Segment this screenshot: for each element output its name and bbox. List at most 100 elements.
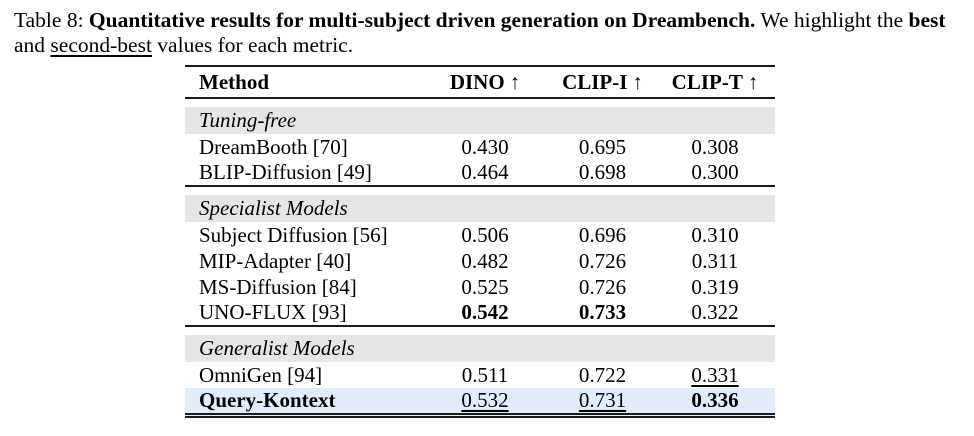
spacer-row [185,98,775,107]
caption-second-word: second-best [50,32,152,57]
spacer-row [185,326,775,335]
clip-i-cell: 0.733 [550,300,655,327]
section-header-tuning-free: Tuning-free [185,107,775,134]
table-row: MIP-Adapter [40] 0.482 0.726 0.311 [185,248,775,274]
up-arrow-icon: ↑ [509,69,521,94]
header-row: Method DINO ↑ CLIP-I ↑ CLIP-T ↑ [185,66,775,99]
table-caption: Table 8: Quantitative results for multi-… [14,8,962,57]
metric-value: 0.542 [461,300,509,324]
caption-end-text: values for each metric. [157,32,354,57]
dino-cell: 0.525 [420,274,550,300]
metric-value: 0.300 [691,160,739,184]
method-name: Subject Diffusion [56] [199,222,388,247]
method-name: MIP-Adapter [40] [199,248,352,273]
dino-cell: 0.482 [420,248,550,274]
clip-i-cell: 0.695 [550,134,655,160]
method-name: MS-Diffusion [84] [199,274,357,299]
method-name: OmniGen [94] [199,362,323,387]
metric-value: 0.464 [461,160,509,184]
metric-value: 0.308 [691,134,739,159]
clip-t-cell: 0.336 [655,388,775,418]
method-name: DreamBooth [70] [199,134,348,159]
table-row: OmniGen [94] 0.511 0.722 0.331 [185,362,775,388]
column-header-clip-t: CLIP-T ↑ [655,66,775,99]
table-header: Method DINO ↑ CLIP-I ↑ CLIP-T ↑ [185,66,775,99]
metric-value: 0.310 [691,222,739,247]
table-row: BLIP-Diffusion [49] 0.464 0.698 0.300 [185,160,775,187]
metric-value: 0.482 [461,248,509,273]
caption-title: Quantitative results for multi-subject d… [88,8,756,32]
table-row: UNO-FLUX [93] 0.542 0.733 0.322 [185,300,775,327]
method-cell: OmniGen [94] [185,362,420,388]
column-label: Method [199,69,269,94]
results-table: Method DINO ↑ CLIP-I ↑ CLIP-T ↑ Tuning-free… [185,65,775,418]
metric-value: 0.506 [461,222,509,247]
clip-i-cell: 0.696 [550,222,655,248]
method-name: BLIP-Diffusion [49] [199,160,372,184]
clip-t-cell: 0.331 [655,362,775,388]
method-cell: Subject Diffusion [56] [185,222,420,248]
clip-t-cell: 0.310 [655,222,775,248]
up-arrow-icon: ↑ [747,69,759,94]
dino-cell: 0.464 [420,160,550,187]
dino-cell: 0.542 [420,300,550,327]
method-cell: DreamBooth [70] [185,134,420,160]
section-title: Tuning-free [199,108,297,132]
metric-value: 0.733 [578,300,627,324]
method-cell: BLIP-Diffusion [49] [185,160,420,187]
metric-value: 0.698 [578,160,627,184]
caption-label: Table 8: [14,8,84,32]
column-label: CLIP-I [562,69,628,94]
clip-i-cell: 0.722 [550,362,655,388]
method-cell: UNO-FLUX [93] [185,300,420,327]
metric-value: 0.311 [691,248,739,273]
section-header-specialist-models: Specialist Models [185,195,775,222]
metric-value: 0.525 [461,274,509,299]
clip-i-cell: 0.726 [550,248,655,274]
metric-value: 0.430 [461,134,509,159]
clip-i-cell: 0.698 [550,160,655,187]
column-header-clip-i: CLIP-I ↑ [550,66,655,99]
method-cell: Query-Kontext [185,388,420,418]
metric-value: 0.331 [691,362,739,387]
metric-value: 0.511 [461,362,509,387]
section-header-generalist-models: Generalist Models [185,335,775,362]
dino-cell: 0.430 [420,134,550,160]
caption-best-word: best [908,8,946,32]
metric-value: 0.322 [691,300,739,324]
up-arrow-icon: ↑ [632,69,643,94]
metric-value: 0.695 [578,134,627,159]
method-cell: MIP-Adapter [40] [185,248,420,274]
dino-cell: 0.506 [420,222,550,248]
clip-t-cell: 0.322 [655,300,775,327]
metric-value: 0.722 [578,362,627,387]
table-row: DreamBooth [70] 0.430 0.695 0.308 [185,134,775,160]
results-table-container: Method DINO ↑ CLIP-I ↑ CLIP-T ↑ Tuning-free… [185,65,775,418]
method-name: UNO-FLUX [93] [199,300,347,324]
metric-value: 0.726 [578,248,627,273]
dino-cell: 0.532 [420,388,550,418]
section-title: Specialist Models [199,196,348,220]
clip-t-cell: 0.308 [655,134,775,160]
clip-t-cell: 0.300 [655,160,775,187]
dino-cell: 0.511 [420,362,550,388]
clip-t-cell: 0.319 [655,274,775,300]
table-row-query-kontext-highlighted: Query-Kontext 0.532 0.731 0.336 [185,388,775,418]
clip-t-cell: 0.311 [655,248,775,274]
clip-i-cell: 0.731 [550,388,655,418]
method-cell: MS-Diffusion [84] [185,274,420,300]
caption-text: We highlight the [760,8,904,32]
metric-value: 0.696 [578,222,627,247]
column-label: DINO [449,69,505,94]
column-header-method: Method [185,66,420,99]
caption-mid-word: and [14,32,46,57]
section-title: Generalist Models [199,336,355,360]
clip-i-cell: 0.726 [550,274,655,300]
metric-value: 0.319 [691,274,739,299]
method-name: Query-Kontext [199,388,336,412]
table-row: Subject Diffusion [56] 0.506 0.696 0.310 [185,222,775,248]
column-label: CLIP-T [671,69,743,94]
metric-value: 0.731 [578,388,627,412]
column-header-dino: DINO ↑ [420,66,550,99]
metric-value: 0.726 [578,274,627,299]
